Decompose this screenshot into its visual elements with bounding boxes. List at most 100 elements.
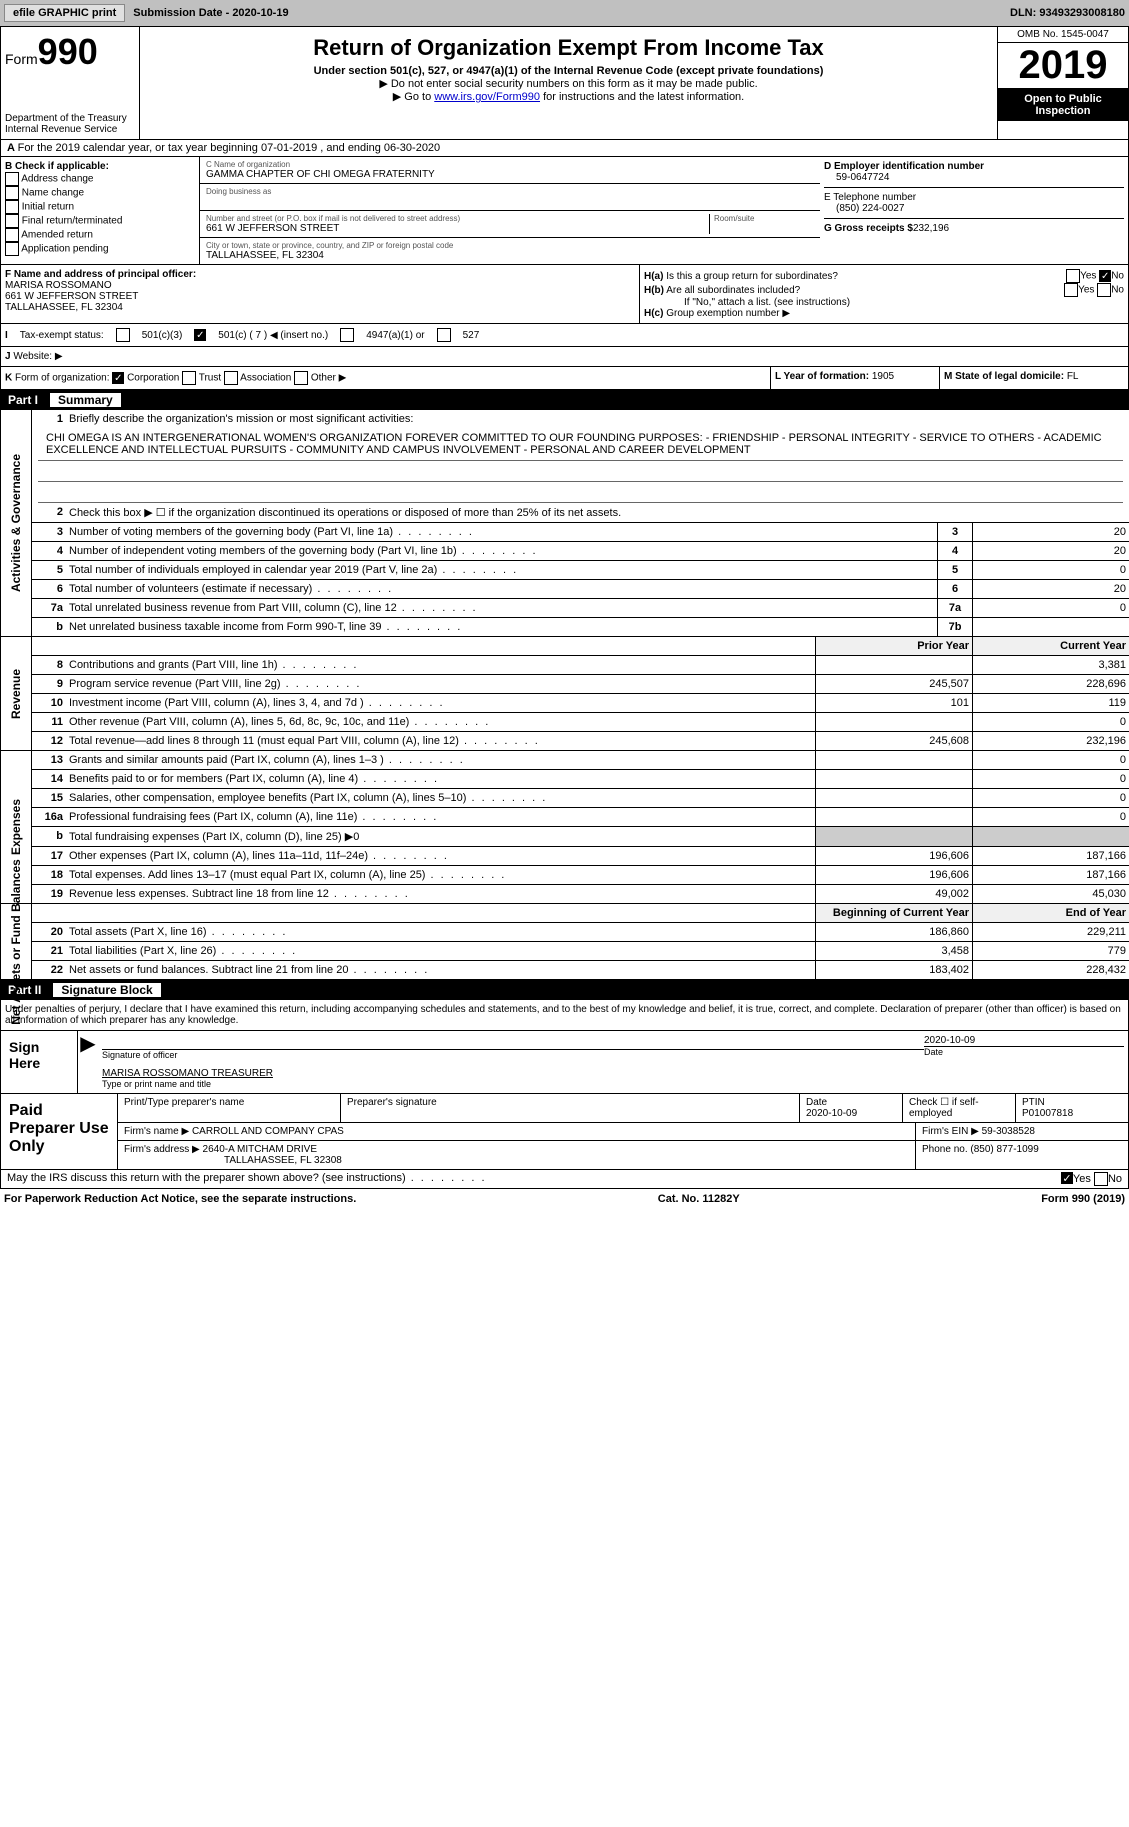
- balances-sidebar: Net Assets or Fund Balances: [0, 904, 32, 980]
- prior-val: 186,860: [815, 923, 972, 941]
- sign-block: Sign Here ▶ Signature of officer2020-10-…: [0, 1031, 1129, 1094]
- firm-addr1: 2640-A MITCHAM DRIVE: [203, 1144, 317, 1155]
- room-label: Room/suite: [714, 214, 814, 223]
- section-b-header: B Check if applicable:: [5, 161, 195, 172]
- principal-block: F Name and address of principal officer:…: [0, 265, 1129, 324]
- checkb-Initial-return[interactable]: [5, 200, 19, 214]
- line2: Check this box ▶ ☐ if the organization d…: [66, 503, 1129, 522]
- hb-yes[interactable]: [1064, 283, 1078, 297]
- perjury-text: Under penalties of perjury, I declare th…: [0, 1000, 1129, 1031]
- main-title: Return of Organization Exempt From Incom…: [144, 35, 993, 61]
- current-val: 228,432: [972, 961, 1129, 979]
- discuss-no[interactable]: [1094, 1172, 1108, 1186]
- gov-val: [972, 618, 1129, 636]
- assoc-check[interactable]: [224, 371, 238, 385]
- ha-no[interactable]: ✓: [1099, 270, 1111, 282]
- sign-here-label: Sign Here: [1, 1031, 78, 1093]
- sig-date-label: Date: [924, 1047, 943, 1057]
- end-year-hdr: End of Year: [972, 904, 1129, 922]
- website-row: J Website: ▶: [0, 347, 1129, 367]
- prep-self-hdr: Check ☐ if self-employed: [903, 1094, 1016, 1122]
- current-val: 3,381: [972, 656, 1129, 674]
- irs-link[interactable]: www.irs.gov/Form990: [434, 91, 540, 103]
- ha-yes[interactable]: [1066, 269, 1080, 283]
- line-text: Total fundraising expenses (Part IX, col…: [66, 827, 815, 846]
- gov-val: 20: [972, 580, 1129, 598]
- sig-type-label: Type or print name and title: [102, 1079, 1124, 1089]
- tax-exempt-row: ITax-exempt status: 501(c)(3) ✓501(c) ( …: [0, 324, 1129, 347]
- checkb-Final-return/terminated[interactable]: [5, 214, 19, 228]
- corp-check[interactable]: ✓: [112, 372, 124, 384]
- discuss-row: May the IRS discuss this return with the…: [0, 1170, 1129, 1189]
- line-text: Total liabilities (Part X, line 26): [66, 942, 815, 960]
- gov-line: Net unrelated business taxable income fr…: [66, 618, 937, 636]
- 501c3-check[interactable]: [116, 328, 130, 342]
- prior-val: [815, 789, 972, 807]
- gross-receipts: 232,196: [913, 223, 949, 234]
- prior-val: [815, 808, 972, 826]
- discuss-yes[interactable]: ✓: [1061, 1172, 1073, 1184]
- checkb-Address-change[interactable]: [5, 172, 19, 186]
- form-label: Form: [5, 51, 38, 67]
- prep-date: 2020-10-09: [806, 1108, 857, 1119]
- gov-line: Total unrelated business revenue from Pa…: [66, 599, 937, 617]
- line-text: Total expenses. Add lines 13–17 (must eq…: [66, 866, 815, 884]
- checkb-Name-change[interactable]: [5, 186, 19, 200]
- line-text: Grants and similar amounts paid (Part IX…: [66, 751, 815, 769]
- prior-val: 245,507: [815, 675, 972, 693]
- trust-check[interactable]: [182, 371, 196, 385]
- firm-ein-label: Firm's EIN ▶: [922, 1126, 979, 1137]
- gov-line: Number of independent voting members of …: [66, 542, 937, 560]
- prior-val: [815, 713, 972, 731]
- 4947-check[interactable]: [340, 328, 354, 342]
- other-check[interactable]: [294, 371, 308, 385]
- checkb-Application-pending[interactable]: [5, 242, 19, 256]
- firm-phone-label: Phone no.: [922, 1144, 968, 1155]
- gov-line: Total number of volunteers (estimate if …: [66, 580, 937, 598]
- inspection-label: Open to Public Inspection: [998, 89, 1128, 121]
- gov-val: 0: [972, 599, 1129, 617]
- firm-addr-label: Firm's address ▶: [124, 1144, 200, 1155]
- gross-label: G Gross receipts $: [824, 223, 913, 234]
- sig-name: MARISA ROSSOMANO TREASURER: [102, 1068, 1124, 1079]
- 527-check[interactable]: [437, 328, 451, 342]
- line-text: Total assets (Part X, line 16): [66, 923, 815, 941]
- checkb-Amended-return[interactable]: [5, 228, 19, 242]
- mission-label: Briefly describe the organization's miss…: [66, 410, 1129, 428]
- tax-year: 2019: [998, 43, 1128, 89]
- line-text: Contributions and grants (Part VIII, lin…: [66, 656, 815, 674]
- header-bar: efile GRAPHIC print Submission Date - 20…: [0, 0, 1129, 26]
- hb-q: Are all subordinates included?: [666, 285, 800, 296]
- dept-label: Department of the Treasury Internal Reve…: [5, 113, 135, 135]
- prep-name-hdr: Print/Type preparer's name: [118, 1094, 341, 1122]
- prior-val: [815, 656, 972, 674]
- prior-val: 245,608: [815, 732, 972, 750]
- sig-date: 2020-10-09: [924, 1035, 1124, 1046]
- prior-val: [815, 770, 972, 788]
- revenue-sidebar: Revenue: [0, 637, 32, 751]
- sig-officer-label: Signature of officer: [102, 1050, 177, 1060]
- year-formation-label: L Year of formation:: [775, 371, 869, 382]
- prior-val: 196,606: [815, 847, 972, 865]
- city: TALLAHASSEE, FL 32304: [206, 250, 814, 261]
- current-val: 45,030: [972, 885, 1129, 903]
- current-val: 0: [972, 789, 1129, 807]
- foot-center: Cat. No. 11282Y: [658, 1193, 740, 1205]
- ptin-hdr: PTIN: [1022, 1097, 1045, 1108]
- prep-date-hdr: Date: [806, 1097, 827, 1108]
- line-text: Revenue less expenses. Subtract line 18 …: [66, 885, 815, 903]
- gov-val: 0: [972, 561, 1129, 579]
- preparer-label: Paid Preparer Use Only: [1, 1094, 118, 1169]
- current-val: 779: [972, 942, 1129, 960]
- hb-no[interactable]: [1097, 283, 1111, 297]
- line-text: Program service revenue (Part VIII, line…: [66, 675, 815, 693]
- 501c-check[interactable]: ✓: [194, 329, 206, 341]
- efile-btn[interactable]: efile GRAPHIC print: [4, 4, 125, 22]
- gov-val: 20: [972, 542, 1129, 560]
- officer-name: MARISA ROSSOMANO: [5, 280, 112, 291]
- gov-line: Total number of individuals employed in …: [66, 561, 937, 579]
- part2-header: Part IISignature Block: [0, 980, 1129, 1000]
- org-name-label: C Name of organization: [206, 160, 814, 169]
- org-name: GAMMA CHAPTER OF CHI OMEGA FRATERNITY: [206, 169, 814, 180]
- firm-name: CARROLL AND COMPANY CPAS: [192, 1126, 344, 1137]
